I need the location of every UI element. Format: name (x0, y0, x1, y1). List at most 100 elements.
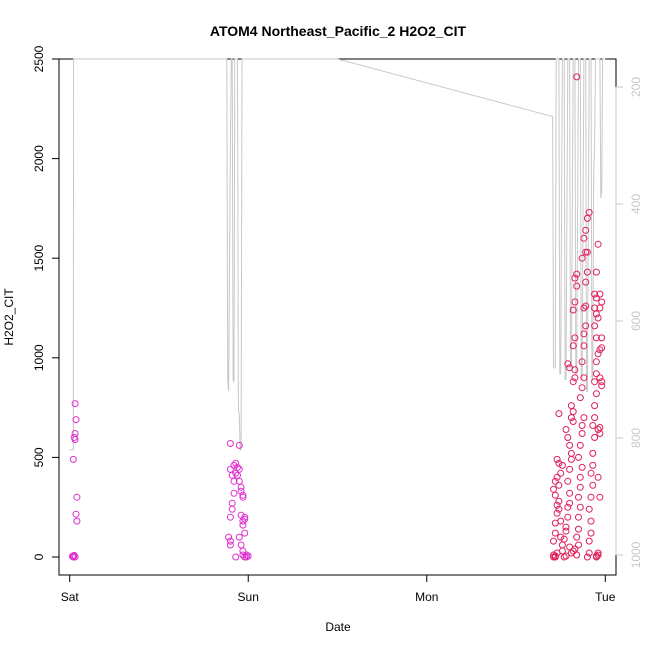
data-point (237, 541, 245, 549)
x-tick-label: Tue (595, 590, 616, 604)
data-point (582, 226, 590, 234)
data-point (575, 513, 582, 521)
data-point (232, 553, 240, 561)
data-point (591, 414, 599, 422)
data-point (569, 378, 577, 386)
data-point (591, 378, 599, 386)
data-point (594, 240, 602, 248)
data-point (239, 491, 247, 499)
data-point (562, 426, 570, 433)
data-point (594, 426, 602, 433)
data-point (225, 533, 233, 541)
data-point (585, 208, 593, 216)
x-axis-title: Date (325, 620, 351, 634)
data-point (230, 461, 238, 469)
data-point (550, 537, 557, 545)
data-point (582, 302, 590, 310)
data-point (71, 400, 79, 408)
data-point (596, 346, 604, 354)
data-point (232, 459, 240, 467)
data-point (587, 529, 595, 537)
data-point (235, 465, 243, 473)
pressure-line (69, 58, 606, 451)
data-point (564, 477, 572, 485)
data-point (566, 465, 574, 473)
data-point (70, 551, 78, 559)
data-point (592, 552, 600, 560)
right-y-tick-label: 400 (629, 194, 643, 214)
data-point (576, 503, 584, 511)
data-point (550, 485, 557, 493)
data-point (582, 278, 590, 286)
data-point (557, 469, 565, 477)
data-point (580, 234, 588, 242)
data-point (580, 414, 588, 422)
data-point (72, 416, 80, 424)
data-point (598, 334, 606, 342)
data-point (553, 455, 561, 463)
data-point (578, 430, 586, 437)
data-point (551, 529, 559, 537)
data-point (580, 374, 588, 382)
data-point (569, 547, 577, 555)
data-point (592, 390, 600, 398)
data-point (555, 497, 563, 505)
data-point (226, 465, 234, 473)
data-point (241, 515, 249, 523)
y-tick-label: 2000 (32, 145, 46, 172)
data-point (569, 306, 577, 314)
chart-title: ATOM4 Northeast_Pacific_2 H2O2_CIT (210, 23, 467, 39)
data-point (585, 537, 593, 545)
data-point (580, 342, 588, 350)
data-point (571, 334, 579, 342)
data-point (237, 483, 245, 491)
data-point (244, 552, 252, 560)
y-tick-label: 1500 (32, 245, 46, 272)
data-point (576, 473, 584, 481)
data-point (578, 384, 586, 392)
data-point (569, 408, 577, 416)
data-point (571, 298, 579, 306)
data-point (230, 489, 238, 497)
data-point (239, 551, 247, 559)
data-point (239, 517, 247, 525)
data-point (582, 322, 590, 330)
data-point (578, 463, 586, 471)
data-point (585, 549, 593, 557)
data-point (589, 422, 597, 429)
x-axis: Sat Sun Mon Tue (61, 574, 616, 604)
data-point (575, 493, 582, 501)
data-point (576, 441, 584, 449)
data-point (551, 477, 559, 485)
x-tick-label: Mon (415, 590, 438, 604)
data-point (587, 469, 595, 477)
data-point (553, 501, 561, 509)
data-point (583, 248, 591, 256)
data-point (575, 525, 582, 533)
data-point (72, 510, 80, 518)
data-point (226, 440, 234, 447)
data-point (598, 298, 606, 306)
data-point (73, 517, 81, 525)
data-point (567, 449, 575, 457)
data-point (243, 553, 250, 561)
data-point (566, 489, 574, 497)
data-point (571, 366, 579, 374)
data-point (589, 481, 597, 489)
data-point (576, 483, 584, 491)
data-point (573, 270, 581, 278)
data-point (596, 290, 604, 298)
data-point (591, 304, 599, 312)
data-point (243, 551, 250, 559)
data-point (564, 513, 572, 521)
data-point (557, 517, 565, 525)
data-point (583, 553, 591, 561)
data-point (567, 455, 575, 463)
right-y-tick-label: 600 (629, 311, 643, 331)
data-point (591, 290, 599, 298)
right-y-axis: 200 400 600 800 1000 (615, 77, 643, 568)
data-point (589, 449, 597, 457)
data-point (228, 499, 236, 507)
data-point (591, 322, 599, 330)
